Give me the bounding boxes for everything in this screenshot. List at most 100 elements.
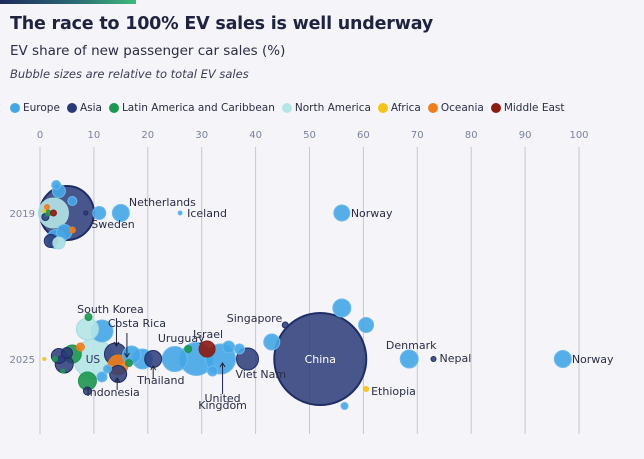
- bubble-europe-2025[interactable]: [332, 298, 352, 318]
- bubble-north-america-2025[interactable]: [75, 317, 99, 341]
- bubble-europe-2025[interactable]: [358, 317, 375, 333]
- label-sweden-2019: Sweden: [91, 218, 134, 231]
- legend-label: Middle East: [503, 102, 565, 114]
- bubble-israel-2025[interactable]: [198, 340, 216, 358]
- label-costa-rica-2025: Costa Rica: [108, 317, 166, 330]
- arrow-head: [150, 365, 157, 371]
- bubble-oceania-2025[interactable]: [75, 342, 85, 352]
- legend-swatch: [66, 103, 77, 113]
- bubble-asia-2025[interactable]: [60, 347, 73, 359]
- bubble-thailand-2025[interactable]: [144, 350, 163, 368]
- bubble-sweden-2019[interactable]: [92, 206, 107, 220]
- legend-label: Latin America and Caribbean: [121, 102, 275, 114]
- legend-item-europe[interactable]: Europe: [10, 102, 60, 114]
- legend-label: Europe: [23, 102, 60, 114]
- bubble-europe-2019[interactable]: [67, 196, 78, 206]
- annotations: Netherlands Sweden Iceland Norway China US Nor…: [77, 196, 614, 412]
- legend-item-oceania[interactable]: Oceania: [427, 102, 484, 114]
- bubble-middle-east-2019[interactable]: [49, 209, 57, 217]
- bubble-europe-2019[interactable]: [51, 180, 62, 190]
- x-tick-label: 0: [37, 130, 43, 141]
- label-south-korea-2025: South Korea: [77, 303, 144, 316]
- chart-title: The race to 100% EV sales is well underw…: [10, 14, 433, 34]
- legend-label: Asia: [79, 102, 102, 114]
- bubble-latin-america-and-caribbean-2025[interactable]: [84, 313, 93, 321]
- bubble-europe-2025[interactable]: [161, 346, 188, 372]
- bubble-europe-2025[interactable]: [102, 364, 112, 374]
- bubble-netherlands-2019[interactable]: [111, 204, 130, 222]
- bubble-denmark-2025[interactable]: [399, 349, 419, 369]
- legend-item-latin-america[interactable]: Latin America and Caribbean: [108, 102, 275, 114]
- bubble-china-2025[interactable]: [273, 312, 368, 406]
- row-label-2025: 2025: [10, 355, 35, 366]
- label-us-2025: US: [86, 354, 101, 366]
- gridlines: [39, 147, 580, 434]
- row-labels: 2019 2025: [10, 209, 35, 366]
- label-denmark-2025: Denmark: [386, 339, 437, 352]
- legend-swatch: [377, 103, 388, 113]
- label-united-kingdom-line1: United: [204, 392, 240, 405]
- label-united-kingdom-line2: Kingdom: [198, 399, 247, 412]
- bubble-asia-2025[interactable]: [82, 386, 92, 396]
- x-tick-label: 30: [195, 130, 208, 141]
- bubble-europe-2025[interactable]: [340, 402, 349, 410]
- x-tick-label: 50: [303, 130, 316, 141]
- bubble-ethiopia-2025[interactable]: [363, 386, 370, 392]
- label-iceland-2019: Iceland: [187, 207, 227, 220]
- arrow-head: [114, 377, 121, 383]
- x-tick-label: 100: [569, 130, 588, 141]
- bubble-nepal-2025[interactable]: [430, 356, 437, 362]
- bubble-asia-2019[interactable]: [83, 210, 89, 216]
- legend-label: Oceania: [440, 102, 484, 114]
- bubble-iceland-2019[interactable]: [177, 210, 183, 216]
- label-ethiopia-2025: Ethiopia: [371, 385, 416, 398]
- x-tick-label: 40: [249, 130, 262, 141]
- chart-subtitle: EV share of new passenger car sales (%): [10, 43, 286, 59]
- bubble-indonesia-2025[interactable]: [109, 365, 128, 383]
- bubble-north-america-2019[interactable]: [52, 236, 66, 250]
- x-tick-label: 20: [141, 130, 154, 141]
- legend-item-north-america[interactable]: North America: [281, 102, 371, 114]
- label-uruguay-2025: Uruguay: [158, 332, 205, 345]
- x-tick-label: 60: [357, 130, 370, 141]
- chart-note: Bubble sizes are relative to total EV sa…: [10, 67, 249, 81]
- label-indonesia-2025: Indonesia: [87, 386, 140, 399]
- legend-item-africa[interactable]: Africa: [377, 102, 421, 114]
- x-axis-ticks: 0 10 20 30 40 50 60 70 80 90 100: [37, 130, 589, 141]
- legend-label: Africa: [390, 102, 421, 114]
- x-tick-label: 70: [411, 130, 424, 141]
- bubble-oceania-2019[interactable]: [68, 226, 76, 234]
- bubble-norway-2019[interactable]: [333, 204, 351, 222]
- bubble-europe-2025[interactable]: [233, 343, 245, 355]
- legend-item-asia[interactable]: Asia: [66, 102, 102, 114]
- legend: Europe Asia Latin America and Caribbean …: [10, 102, 568, 114]
- bubble-europe-2025[interactable]: [206, 365, 218, 377]
- legend-item-middle-east[interactable]: Middle East: [490, 102, 565, 114]
- bubble-europe-2025[interactable]: [263, 333, 281, 351]
- label-viet-nam-2025: Viet Nam: [236, 368, 287, 381]
- bubble-oceania-2019[interactable]: [44, 204, 51, 210]
- bubble-uruguay-2025[interactable]: [184, 345, 193, 353]
- label-singapore-2025: Singapore: [227, 312, 283, 325]
- bubbles: [37, 180, 572, 410]
- bubble-costa-rica-2025[interactable]: [124, 359, 133, 367]
- row-label-2019: 2019: [10, 209, 35, 220]
- label-norway-2019: Norway: [351, 207, 393, 220]
- arrow-head: [113, 341, 120, 347]
- bubble-latin-america-and-caribbean-2025[interactable]: [60, 368, 66, 374]
- bubble-latin-america-and-caribbean-2025[interactable]: [52, 356, 59, 362]
- legend-swatch: [108, 103, 119, 113]
- arrow-head: [124, 352, 130, 358]
- label-netherlands-2019: Netherlands: [129, 196, 196, 209]
- bubble-europe-2025[interactable]: [222, 340, 236, 354]
- label-thailand-2025: Thailand: [136, 374, 184, 387]
- label-israel-2025: Israel: [193, 328, 223, 341]
- legend-swatch: [10, 103, 20, 113]
- bubble-europe-2025[interactable]: [96, 371, 108, 383]
- bubble-norway-2025[interactable]: [553, 350, 572, 368]
- label-nepal-2025: Nepal: [439, 352, 471, 365]
- bubble-africa-2025[interactable]: [42, 357, 47, 361]
- bubble-singapore-2025[interactable]: [281, 321, 289, 329]
- bubble-africa-2019[interactable]: [42, 209, 47, 213]
